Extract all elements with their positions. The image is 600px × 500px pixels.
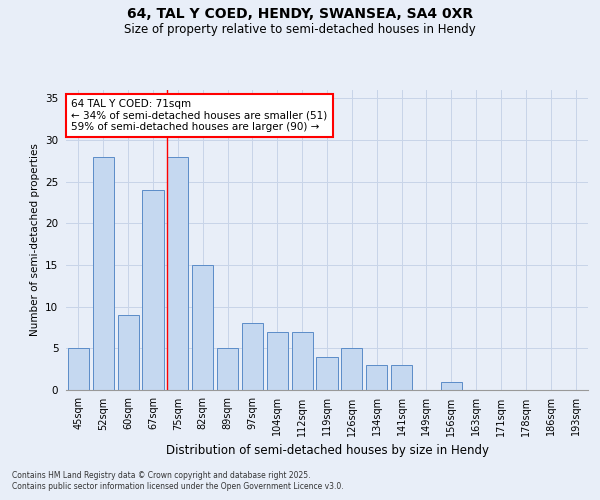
Bar [118,315,139,390]
Bar [366,365,387,390]
Y-axis label: Number of semi-detached properties: Number of semi-detached properties [29,144,40,336]
Text: Size of property relative to semi-detached houses in Hendy: Size of property relative to semi-detach… [124,22,476,36]
Bar [242,324,263,390]
Bar [441,382,462,390]
Bar [142,190,164,390]
Bar [267,332,288,390]
Bar [217,348,238,390]
Bar [341,348,362,390]
X-axis label: Distribution of semi-detached houses by size in Hendy: Distribution of semi-detached houses by … [166,444,488,457]
Bar [192,265,213,390]
Bar [93,156,114,390]
Text: Contains HM Land Registry data © Crown copyright and database right 2025.: Contains HM Land Registry data © Crown c… [12,470,311,480]
Bar [167,156,188,390]
Text: Contains public sector information licensed under the Open Government Licence v3: Contains public sector information licen… [12,482,344,491]
Text: 64, TAL Y COED, HENDY, SWANSEA, SA4 0XR: 64, TAL Y COED, HENDY, SWANSEA, SA4 0XR [127,8,473,22]
Bar [316,356,338,390]
Bar [391,365,412,390]
Bar [292,332,313,390]
Text: 64 TAL Y COED: 71sqm
← 34% of semi-detached houses are smaller (51)
59% of semi-: 64 TAL Y COED: 71sqm ← 34% of semi-detac… [71,99,328,132]
Bar [68,348,89,390]
